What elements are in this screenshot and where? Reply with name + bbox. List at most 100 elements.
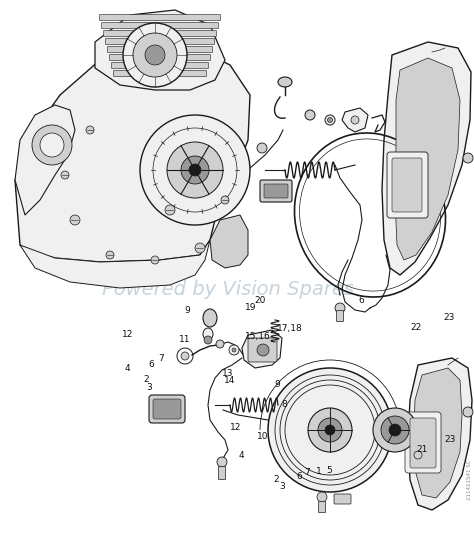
FancyBboxPatch shape [113, 70, 207, 76]
Text: 22: 22 [410, 324, 422, 332]
Text: 20: 20 [254, 296, 265, 305]
Circle shape [232, 348, 236, 352]
Polygon shape [210, 215, 248, 268]
Circle shape [328, 118, 332, 122]
Text: Powered by Vision Spares: Powered by Vision Spares [101, 280, 354, 300]
Text: 10: 10 [257, 433, 269, 441]
FancyBboxPatch shape [219, 467, 226, 480]
Circle shape [123, 23, 187, 87]
Text: 211411541 SC: 211411541 SC [467, 460, 473, 500]
Circle shape [216, 340, 224, 348]
FancyBboxPatch shape [319, 501, 326, 513]
Polygon shape [414, 368, 462, 498]
Text: 17,18: 17,18 [277, 324, 303, 333]
Text: 15,16: 15,16 [245, 332, 270, 340]
Circle shape [145, 45, 165, 65]
Circle shape [40, 133, 64, 157]
Circle shape [204, 336, 212, 344]
Text: 7: 7 [158, 354, 164, 363]
Text: 23: 23 [444, 313, 455, 321]
Text: 9: 9 [274, 380, 280, 389]
FancyBboxPatch shape [149, 395, 185, 423]
Text: 6: 6 [149, 360, 155, 369]
Text: 19: 19 [245, 303, 256, 312]
FancyBboxPatch shape [264, 184, 288, 198]
FancyBboxPatch shape [103, 30, 217, 36]
Text: 2: 2 [143, 375, 149, 384]
Circle shape [181, 156, 209, 184]
Text: 6: 6 [297, 473, 302, 481]
FancyBboxPatch shape [337, 311, 344, 321]
Text: 21: 21 [416, 446, 428, 454]
Circle shape [325, 115, 335, 125]
Polygon shape [15, 105, 75, 215]
Circle shape [221, 196, 229, 204]
Ellipse shape [203, 309, 217, 327]
Circle shape [381, 416, 409, 444]
Text: 4: 4 [124, 364, 130, 373]
FancyBboxPatch shape [108, 47, 212, 53]
FancyBboxPatch shape [109, 55, 210, 61]
FancyBboxPatch shape [153, 399, 181, 419]
Circle shape [351, 116, 359, 124]
Text: 5: 5 [327, 466, 332, 475]
Circle shape [305, 110, 315, 120]
Text: 6: 6 [358, 296, 364, 305]
Text: 2: 2 [273, 475, 279, 483]
Circle shape [32, 125, 72, 165]
Circle shape [268, 368, 392, 492]
Circle shape [325, 425, 335, 435]
Text: 8: 8 [282, 400, 287, 409]
Text: 9: 9 [184, 306, 190, 315]
FancyBboxPatch shape [405, 412, 441, 473]
FancyBboxPatch shape [101, 23, 219, 29]
Circle shape [335, 303, 345, 313]
Circle shape [106, 251, 114, 259]
Text: 14: 14 [224, 376, 236, 385]
Circle shape [133, 33, 177, 77]
Text: 23: 23 [445, 435, 456, 443]
Ellipse shape [278, 77, 292, 87]
Circle shape [181, 352, 189, 360]
FancyBboxPatch shape [100, 15, 220, 21]
Circle shape [165, 205, 175, 215]
Text: 13: 13 [222, 370, 233, 378]
Text: 12: 12 [230, 423, 241, 431]
Text: 3: 3 [146, 383, 152, 392]
Circle shape [61, 171, 69, 179]
FancyBboxPatch shape [410, 418, 436, 468]
Circle shape [229, 345, 239, 355]
Polygon shape [95, 10, 225, 90]
Polygon shape [15, 40, 250, 262]
FancyBboxPatch shape [248, 338, 277, 362]
FancyBboxPatch shape [111, 62, 209, 68]
Circle shape [140, 115, 250, 225]
Circle shape [389, 424, 401, 436]
Polygon shape [20, 240, 210, 288]
Circle shape [217, 457, 227, 467]
Circle shape [151, 256, 159, 264]
Polygon shape [242, 330, 282, 368]
Circle shape [414, 451, 422, 459]
FancyBboxPatch shape [260, 180, 292, 202]
Circle shape [86, 126, 94, 134]
Text: 11: 11 [179, 335, 191, 344]
Circle shape [167, 142, 223, 198]
FancyBboxPatch shape [392, 158, 422, 212]
Ellipse shape [203, 328, 213, 340]
Circle shape [257, 344, 269, 356]
Polygon shape [395, 58, 460, 260]
Circle shape [463, 153, 473, 163]
Text: 12: 12 [122, 330, 134, 339]
Circle shape [318, 418, 342, 442]
Polygon shape [408, 358, 472, 510]
Polygon shape [382, 42, 471, 275]
FancyBboxPatch shape [334, 494, 351, 504]
Circle shape [189, 164, 201, 176]
Circle shape [257, 143, 267, 153]
Circle shape [373, 408, 417, 452]
Circle shape [70, 215, 80, 225]
FancyBboxPatch shape [387, 152, 428, 218]
Polygon shape [342, 108, 368, 132]
FancyBboxPatch shape [106, 38, 215, 44]
